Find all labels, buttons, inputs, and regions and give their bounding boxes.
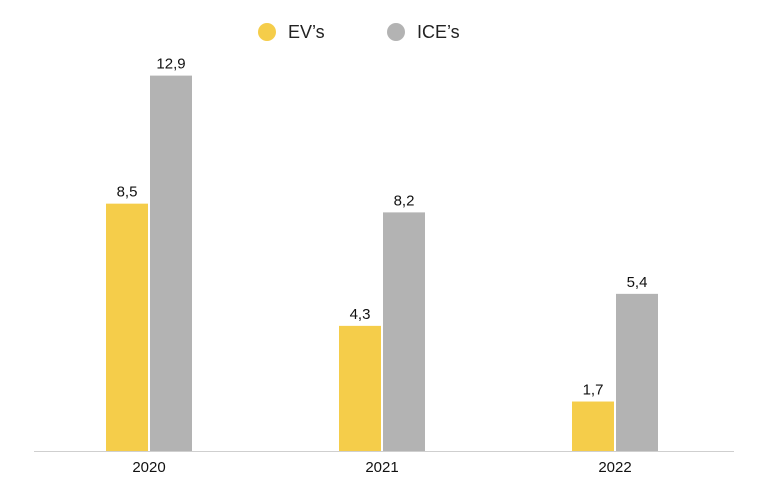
bar-ice-2022 [616,293,658,451]
bar-ev-2020 [106,203,148,451]
value-label-ice-2021: 8,2 [394,192,415,209]
bar-ev-2021 [339,325,381,451]
legend-label-ev: EV’s [288,21,325,42]
bar-ev-2022 [572,401,614,451]
bar-ice-2020 [150,75,192,452]
legend-label-ice: ICE’s [417,21,460,42]
value-label-ice-2020: 12,9 [156,56,185,73]
x-tick-label-2021: 2021 [365,459,398,476]
legend-swatch-ice [387,23,405,41]
chart-legend: EV’s ICE’s [0,19,768,45]
x-tick-label-2020: 2020 [132,459,165,476]
value-label-ev-2022: 1,7 [583,382,604,399]
bar-ice-2021 [383,212,425,451]
value-label-ice-2022: 5,4 [627,274,648,291]
value-label-ev-2020: 8,5 [117,184,138,201]
x-tick-label-2022: 2022 [598,459,631,476]
legend-swatch-ev [258,23,276,41]
value-label-ev-2021: 4,3 [350,306,371,323]
legend-item-ev: EV’s [258,19,325,45]
legend-item-ice: ICE’s [387,19,460,45]
